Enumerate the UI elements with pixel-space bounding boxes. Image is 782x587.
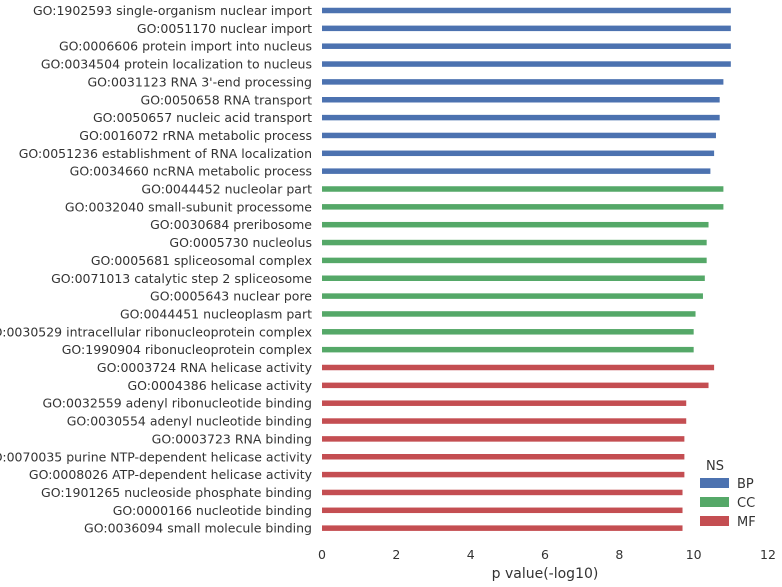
category-label: GO:0044451 nucleoplasm part	[120, 306, 312, 321]
category-label: GO:0036094 small molecule binding	[84, 521, 312, 536]
legend-items: BP CC MF	[700, 477, 756, 530]
category-label: GO:0005681 spliceosomal complex	[91, 253, 312, 268]
category-label: GO:0008026 ATP-dependent helicase activi…	[29, 467, 313, 482]
category-label: GO:0051170 nuclear import	[137, 21, 312, 36]
bar	[322, 7, 731, 14]
category-label: GO:0032559 adenyl ribonucleotide binding	[42, 396, 312, 411]
bar	[322, 489, 683, 496]
bar	[322, 132, 716, 139]
category-label: GO:0000166 nucleotide binding	[113, 503, 312, 518]
bar	[322, 43, 731, 49]
category-label: GO:0030554 adenyl nucleotide binding	[67, 414, 312, 429]
category-label: GO:0071013 catalytic step 2 spliceosome	[51, 271, 312, 286]
category-label: GO:0016072 rRNA metabolic process	[79, 128, 312, 143]
bar	[322, 454, 685, 460]
legend-swatch	[700, 516, 729, 526]
x-tick-label: 10	[686, 547, 702, 562]
bar	[322, 25, 731, 32]
x-tick-label: 6	[541, 547, 549, 562]
bar	[322, 525, 683, 531]
legend-label: MF	[737, 515, 756, 530]
category-label: GO:1990904 ribonucleoprotein complex	[62, 342, 312, 357]
bar	[322, 204, 724, 210]
x-tick-label: 8	[615, 547, 623, 562]
category-label: GO:0070035 purine NTP-dependent helicase…	[0, 449, 313, 464]
category-label: GO:0034660 ncRNA metabolic process	[70, 164, 312, 179]
legend-label: BP	[737, 477, 754, 492]
bar	[322, 364, 715, 371]
bar	[322, 346, 694, 353]
bar	[322, 400, 687, 406]
legend: NS BP CC MF	[700, 459, 756, 530]
category-label: GO:0005730 nucleolus	[169, 235, 312, 250]
category-label: GO:1902593 single-organism nuclear impor…	[33, 3, 312, 18]
bar	[322, 168, 711, 174]
category-label: GO:0050658 RNA transport	[141, 92, 313, 107]
bar	[322, 97, 720, 103]
category-label: GO:0044452 nucleolar part	[141, 182, 312, 197]
category-label: GO:0006606 protein import into nucleus	[59, 39, 312, 54]
category-label: GO:0032040 small-subunit processome	[65, 199, 312, 214]
bar	[322, 311, 696, 317]
x-tick-label: 12	[760, 547, 776, 562]
bar	[322, 150, 715, 157]
bar	[322, 471, 685, 478]
bar	[322, 61, 731, 67]
category-label: GO:0034504 protein localization to nucle…	[41, 57, 312, 72]
x-axis-label: p value(-log10)	[492, 566, 599, 582]
legend-swatch	[700, 478, 729, 488]
legend-title: NS	[706, 459, 724, 474]
bar	[322, 329, 694, 335]
category-label: GO:0003724 RNA helicase activity	[97, 360, 313, 375]
category-label: GO:0003723 RNA binding	[152, 431, 312, 446]
bar	[322, 293, 703, 299]
category-label: GO:0030684 preribosome	[150, 217, 312, 232]
category-label: GO:1901265 nucleoside phosphate binding	[41, 485, 312, 500]
category-label: GO:0051236 establishment of RNA localiza…	[19, 146, 312, 161]
x-tick-label: 2	[392, 547, 400, 562]
bar	[322, 382, 709, 389]
category-label: GO:0031123 RNA 3'-end processing	[87, 74, 312, 89]
bar	[322, 186, 724, 192]
legend-swatch	[700, 497, 729, 507]
bar	[322, 257, 707, 264]
bar	[322, 436, 685, 442]
bars-group	[322, 7, 731, 531]
x-ticks-group: 0 2 4 6 8 10 12	[318, 547, 776, 562]
legend-label: CC	[737, 496, 755, 511]
category-label: GO:0050657 nucleic acid transport	[93, 110, 312, 125]
bar	[322, 221, 709, 228]
category-label: GO:0005643 nuclear pore	[150, 289, 312, 304]
bar	[322, 239, 707, 246]
bar	[322, 79, 724, 85]
bar	[322, 275, 705, 281]
category-labels-group: GO:1902593 single-organism nuclear impor…	[0, 3, 313, 536]
category-label: GO:0030529 intracellular ribonucleoprote…	[0, 324, 312, 339]
bar	[322, 418, 687, 424]
bar	[322, 114, 720, 121]
x-tick-label: 4	[467, 547, 475, 562]
bar	[322, 507, 683, 514]
category-label: GO:0004386 helicase activity	[127, 378, 312, 393]
x-tick-label: 0	[318, 547, 326, 562]
